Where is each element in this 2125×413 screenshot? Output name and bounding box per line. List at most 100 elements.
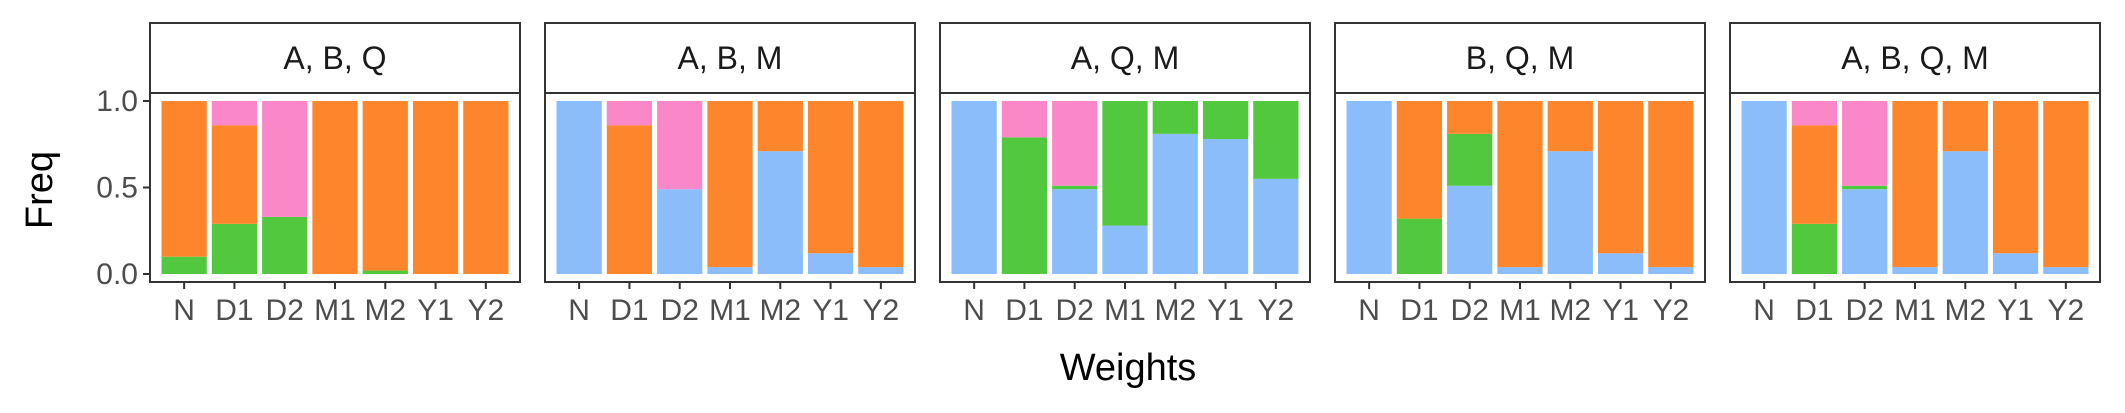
bar-segment-orange bbox=[1547, 101, 1593, 152]
bar-segment-blue bbox=[1942, 151, 1988, 274]
x-tick-label: D2 bbox=[1451, 294, 1489, 327]
x-tick-label: Y2 bbox=[1258, 294, 1295, 327]
x-tick-label: N bbox=[173, 294, 195, 327]
x-tick-label: Y2 bbox=[2048, 294, 2085, 327]
facet-panel: B, Q, M N D1 D2 M1 M2 Y1 Y2 bbox=[1334, 22, 1706, 327]
bar-segment-green bbox=[1202, 101, 1249, 140]
bar-segment-pink bbox=[657, 101, 703, 190]
facet-strip bbox=[1334, 22, 1706, 94]
bar-segment-orange bbox=[1791, 125, 1838, 224]
bar-segment-orange bbox=[1396, 101, 1443, 219]
bar-segment-green bbox=[1842, 185, 1888, 190]
bar-segment-blue bbox=[1597, 253, 1644, 274]
bar-segment-pink bbox=[211, 101, 258, 126]
bar-segment-blue bbox=[657, 189, 703, 274]
x-tick-label: M2 bbox=[1549, 294, 1591, 327]
facet-panels: A, B, QN D1 D2 M1 M2 Y1 Y2A, B, MN D1 D2 M1 M2 Y1 Y2… bbox=[149, 22, 2101, 327]
bar-segment-pink bbox=[1001, 101, 1048, 138]
bar-segment-orange bbox=[1992, 101, 2039, 254]
x-tick-label: D1 bbox=[1400, 294, 1438, 327]
bar-segment-orange bbox=[1942, 101, 1988, 152]
x-tick-label: Y1 bbox=[812, 294, 849, 327]
bar-segment-orange bbox=[412, 101, 459, 274]
bar-segment-orange bbox=[362, 101, 408, 271]
panel-border bbox=[544, 92, 916, 283]
bar-segment-pink bbox=[1842, 101, 1888, 186]
bar-segment-orange bbox=[161, 101, 207, 257]
bar-segment-pink bbox=[1791, 101, 1838, 126]
x-tick-label: M2 bbox=[1944, 294, 1986, 327]
facet-strip-label: A, B, Q, M bbox=[1841, 40, 1989, 76]
bar-segment-blue bbox=[858, 267, 904, 274]
bar-segment-orange bbox=[2043, 101, 2089, 268]
x-tick-label: Y1 bbox=[1997, 294, 2034, 327]
x-tick-label: M1 bbox=[709, 294, 751, 327]
bar-segment-green bbox=[1447, 133, 1493, 186]
y-tick-label: 0.5 bbox=[96, 172, 138, 205]
bar-segment-orange bbox=[757, 101, 803, 152]
x-tick-label: N bbox=[1753, 294, 1775, 327]
bar-segment-green bbox=[362, 270, 408, 274]
bar-segment-blue bbox=[1892, 267, 1938, 274]
bar-segment-green bbox=[211, 223, 258, 274]
bar-segment-blue bbox=[1152, 133, 1198, 274]
x-tick-label: Y1 bbox=[1207, 294, 1244, 327]
bar-segment-pink bbox=[1052, 101, 1098, 186]
bar-segment-green bbox=[161, 256, 207, 274]
bar-segment-blue bbox=[757, 151, 803, 274]
bar-segment-blue bbox=[1547, 151, 1593, 274]
y-tick-label: 0.0 bbox=[96, 258, 138, 291]
bar-segment-orange bbox=[1648, 101, 1694, 268]
x-tick-label: Y1 bbox=[417, 294, 454, 327]
facet-strip-label: B, Q, M bbox=[1466, 40, 1574, 76]
bar-segment-green bbox=[1253, 101, 1299, 179]
x-tick-label: Y2 bbox=[1653, 294, 1690, 327]
bar-segment-orange bbox=[606, 125, 653, 274]
facet-panel: A, B, M N D1 D2 M1 M2 Y1 Y2 bbox=[544, 22, 916, 327]
bar-segment-orange bbox=[858, 101, 904, 268]
bar-segment-green bbox=[1001, 137, 1048, 274]
bar-segment-green bbox=[1152, 101, 1198, 134]
x-tick-label: M1 bbox=[314, 294, 356, 327]
x-tick-label: D2 bbox=[1846, 294, 1884, 327]
y-axis-title: Freq bbox=[19, 151, 61, 229]
bar-segment-blue bbox=[1648, 267, 1694, 274]
x-tick-label: D1 bbox=[610, 294, 648, 327]
bar-segment-blue bbox=[1741, 101, 1787, 274]
bar-segment-blue bbox=[707, 267, 753, 274]
panel-border bbox=[939, 92, 1311, 283]
y-tick-label: 1.0 bbox=[96, 85, 138, 118]
bar-segment-green bbox=[1396, 218, 1443, 274]
bar-segment-blue bbox=[1202, 139, 1249, 274]
x-tick-label: Y2 bbox=[468, 294, 505, 327]
x-tick-label: D2 bbox=[661, 294, 699, 327]
bar-segment-blue bbox=[1842, 189, 1888, 274]
bar-segment-orange bbox=[211, 125, 258, 224]
bar-segment-blue bbox=[1447, 185, 1493, 274]
x-tick-label: D1 bbox=[1005, 294, 1043, 327]
x-tick-label: N bbox=[568, 294, 590, 327]
bar-segment-green bbox=[1102, 101, 1148, 226]
facet-panel: A, Q, M N D1 D2 M1 M2 Y1 Y2 bbox=[939, 22, 1311, 327]
panel-border bbox=[1729, 92, 2101, 283]
bar-segment-orange bbox=[1497, 101, 1543, 268]
bar-segment-orange bbox=[807, 101, 854, 254]
facet-strip bbox=[149, 22, 521, 94]
bar-segment-green bbox=[1791, 223, 1838, 274]
x-tick-label: M2 bbox=[1154, 294, 1196, 327]
bar-segment-orange bbox=[1892, 101, 1938, 268]
bar-segment-orange bbox=[312, 101, 358, 274]
bar-segment-blue bbox=[1052, 189, 1098, 274]
bar-segment-blue bbox=[807, 253, 854, 274]
x-tick-label: M1 bbox=[1894, 294, 1936, 327]
x-tick-label: M2 bbox=[364, 294, 406, 327]
x-axis-title: Weights bbox=[1060, 347, 1197, 389]
bar-segment-pink bbox=[262, 101, 308, 217]
x-tick-label: D1 bbox=[1795, 294, 1833, 327]
facet-panel: A, B, Q N D1 D2 M1 M2 Y1 Y2 bbox=[149, 22, 521, 327]
x-tick-label: N bbox=[1358, 294, 1380, 327]
bar-segment-orange bbox=[1447, 101, 1493, 134]
bar-segment-blue bbox=[556, 101, 602, 274]
bar-segment-blue bbox=[951, 101, 997, 274]
